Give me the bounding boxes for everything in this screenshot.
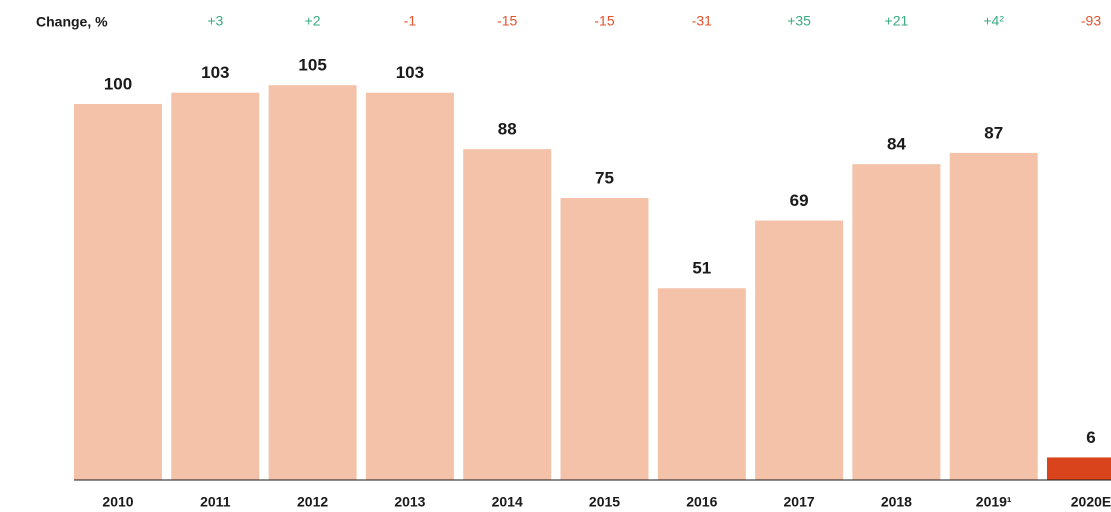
change-label: +3 xyxy=(207,13,223,29)
x-tick-label: 2018 xyxy=(881,494,912,510)
bar xyxy=(268,85,357,480)
change-label: -1 xyxy=(404,13,417,29)
change-label: +2 xyxy=(305,13,321,29)
change-label: -93 xyxy=(1081,13,1101,29)
x-tick-label: 2019¹ xyxy=(976,494,1012,510)
x-tick-label: 2013 xyxy=(394,494,425,510)
value-label: 51 xyxy=(692,259,711,278)
value-label: 84 xyxy=(887,135,906,154)
bar xyxy=(755,220,844,480)
bar xyxy=(852,164,941,480)
x-tick-label: 2017 xyxy=(784,494,815,510)
value-label: 69 xyxy=(790,191,809,210)
x-tick-label: 2010 xyxy=(102,494,133,510)
change-label: -15 xyxy=(594,13,614,29)
value-label: 100 xyxy=(104,74,132,93)
value-label: 6 xyxy=(1086,428,1095,447)
bar xyxy=(1047,457,1111,480)
x-tick-label: 2011 xyxy=(200,494,231,510)
change-label: -15 xyxy=(497,13,517,29)
bar xyxy=(560,198,649,480)
change-label: +4² xyxy=(983,13,1004,29)
value-label: 88 xyxy=(498,120,517,139)
change-label: -31 xyxy=(692,13,712,29)
bar xyxy=(171,92,260,480)
bar xyxy=(365,92,454,480)
x-tick-label: 2012 xyxy=(297,494,328,510)
value-label: 103 xyxy=(201,63,229,82)
value-label: 87 xyxy=(984,123,1003,142)
value-label: 105 xyxy=(298,56,326,75)
x-tick-label: 2020E xyxy=(1071,494,1111,510)
x-tick-label: 2014 xyxy=(492,494,523,510)
value-label: 75 xyxy=(595,168,614,187)
change-label: +21 xyxy=(885,13,909,29)
value-label: 103 xyxy=(396,63,424,82)
x-tick-label: 2015 xyxy=(589,494,620,510)
x-tick-label: 2016 xyxy=(686,494,717,510)
bar xyxy=(949,152,1038,480)
change-row-label: Change, % xyxy=(36,14,108,30)
bar xyxy=(463,149,552,480)
change-label: +35 xyxy=(787,13,811,29)
bar xyxy=(657,288,746,480)
bar xyxy=(74,104,162,480)
